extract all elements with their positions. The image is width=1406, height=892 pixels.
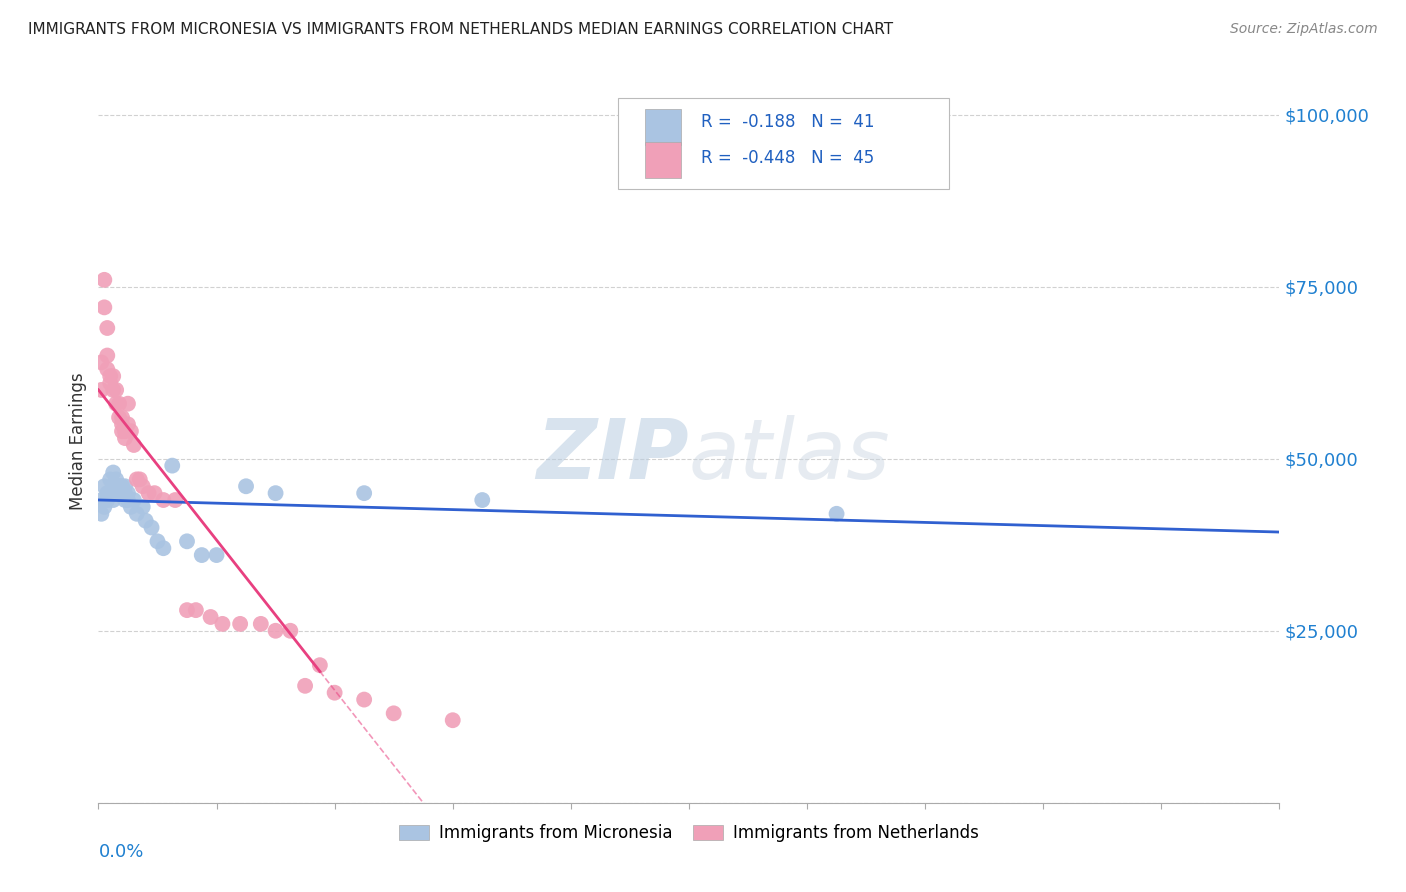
Text: R =  -0.448   N =  45: R = -0.448 N = 45 xyxy=(700,149,875,167)
Point xyxy=(98,376,121,390)
Point xyxy=(122,493,145,508)
FancyBboxPatch shape xyxy=(619,98,949,189)
Point xyxy=(98,486,121,500)
Point xyxy=(111,486,134,500)
Point xyxy=(105,383,128,397)
Point xyxy=(96,321,118,335)
Point xyxy=(108,486,131,500)
Point xyxy=(108,479,131,493)
Point xyxy=(141,520,163,534)
Point xyxy=(132,500,155,514)
Text: 0.0%: 0.0% xyxy=(98,843,143,861)
Point xyxy=(108,397,131,411)
Point xyxy=(90,383,112,397)
FancyBboxPatch shape xyxy=(645,109,681,145)
Point xyxy=(165,493,187,508)
Point xyxy=(184,603,207,617)
Point xyxy=(138,486,160,500)
Point xyxy=(152,541,174,556)
Legend: Immigrants from Micronesia, Immigrants from Netherlands: Immigrants from Micronesia, Immigrants f… xyxy=(392,817,986,848)
Point xyxy=(146,534,169,549)
Point xyxy=(103,479,125,493)
Point xyxy=(235,479,257,493)
Point xyxy=(111,410,134,425)
Point xyxy=(96,486,118,500)
Point xyxy=(211,616,233,631)
Point xyxy=(105,479,128,493)
Text: Source: ZipAtlas.com: Source: ZipAtlas.com xyxy=(1230,22,1378,37)
Point xyxy=(264,624,287,638)
Point xyxy=(162,458,183,473)
Point xyxy=(152,493,174,508)
Point xyxy=(250,616,273,631)
Point xyxy=(280,624,302,638)
Point xyxy=(200,610,222,624)
Point xyxy=(117,417,139,432)
Point xyxy=(117,493,139,508)
Point xyxy=(96,362,118,376)
Point xyxy=(229,616,252,631)
Point xyxy=(471,493,494,508)
Point xyxy=(103,493,125,508)
Point xyxy=(264,486,287,500)
Point xyxy=(353,486,375,500)
Point xyxy=(114,486,136,500)
Point xyxy=(125,472,148,486)
Point xyxy=(105,472,128,486)
Point xyxy=(108,486,131,500)
Point xyxy=(117,397,139,411)
Point xyxy=(103,466,125,480)
Point xyxy=(93,479,115,493)
Point xyxy=(98,369,121,384)
Point xyxy=(323,686,346,700)
Point xyxy=(176,603,198,617)
Point xyxy=(90,355,112,369)
Point xyxy=(825,507,848,521)
Point xyxy=(191,548,214,562)
Point xyxy=(103,383,125,397)
Point xyxy=(143,486,166,500)
Point xyxy=(114,424,136,438)
Point xyxy=(309,658,332,673)
Text: atlas: atlas xyxy=(689,416,890,497)
Text: R =  -0.188   N =  41: R = -0.188 N = 41 xyxy=(700,112,875,131)
Point xyxy=(122,438,145,452)
FancyBboxPatch shape xyxy=(645,142,681,178)
Point xyxy=(114,479,136,493)
Point xyxy=(111,424,134,438)
Point xyxy=(111,417,134,432)
Point xyxy=(382,706,405,721)
Point xyxy=(93,500,115,514)
Point xyxy=(120,424,142,438)
Y-axis label: Median Earnings: Median Earnings xyxy=(69,373,87,510)
Point xyxy=(353,692,375,706)
Point xyxy=(125,507,148,521)
Point xyxy=(114,493,136,508)
Text: ZIP: ZIP xyxy=(536,416,689,497)
Point xyxy=(205,548,228,562)
Point xyxy=(108,479,131,493)
Point xyxy=(128,472,150,486)
Point xyxy=(103,369,125,384)
Point xyxy=(96,349,118,363)
Point xyxy=(117,486,139,500)
Point xyxy=(90,493,112,508)
Point xyxy=(132,479,155,493)
Point xyxy=(176,534,198,549)
Point xyxy=(120,500,142,514)
Point xyxy=(90,507,112,521)
Point xyxy=(111,479,134,493)
Point xyxy=(93,301,115,315)
Point xyxy=(108,410,131,425)
Point xyxy=(135,514,157,528)
Point xyxy=(93,273,115,287)
Point xyxy=(105,397,128,411)
Text: IMMIGRANTS FROM MICRONESIA VS IMMIGRANTS FROM NETHERLANDS MEDIAN EARNINGS CORREL: IMMIGRANTS FROM MICRONESIA VS IMMIGRANTS… xyxy=(28,22,893,37)
Point xyxy=(98,472,121,486)
Point xyxy=(114,431,136,445)
Point xyxy=(96,493,118,508)
Point xyxy=(294,679,316,693)
Point xyxy=(441,713,464,727)
